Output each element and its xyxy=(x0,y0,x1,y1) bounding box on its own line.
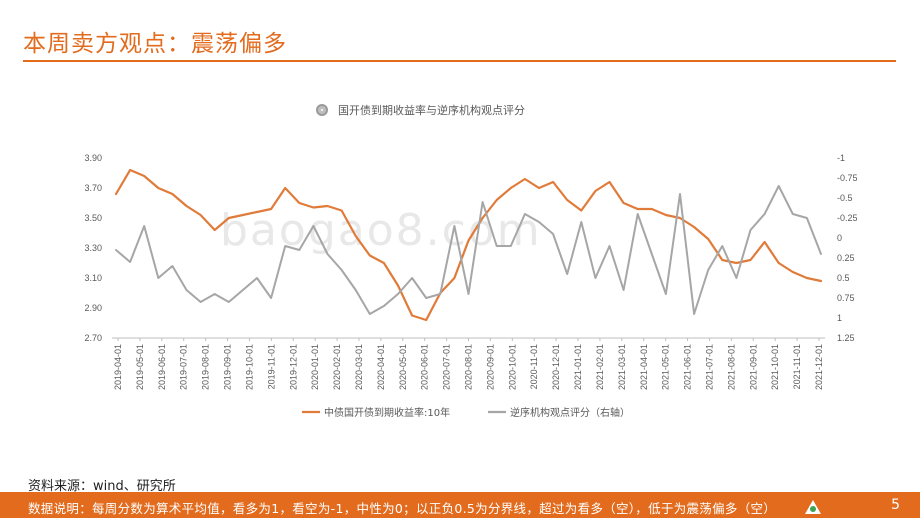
x-tick-label: 2021-08-01 xyxy=(726,344,736,390)
footer-bar xyxy=(0,492,920,518)
y-right-tick-label: 1.25 xyxy=(837,333,855,343)
y-right-tick-label: 0.5 xyxy=(837,273,850,283)
x-tick-label: 2021-05-01 xyxy=(661,344,671,390)
x-tick-label: 2020-08-01 xyxy=(464,344,474,390)
y-left-tick-label: 3.90 xyxy=(84,153,102,163)
x-tick-label: 2021-03-01 xyxy=(617,344,627,390)
x-tick-label: 2020-01-01 xyxy=(310,344,320,390)
chart-title-block: 国开债到期收益率与逆序机构观点评分 xyxy=(316,100,525,120)
x-tick-label: 2021-01-01 xyxy=(573,344,583,390)
x-tick-label: 2021-06-01 xyxy=(683,344,693,390)
source-note: 资料来源：wind、研究所 xyxy=(28,479,176,494)
y-left-tick-label: 3.70 xyxy=(84,183,102,193)
logo-icon xyxy=(805,500,821,514)
y-right-tick-label: 0.75 xyxy=(837,293,855,303)
y-left-tick-label: 2.70 xyxy=(84,333,102,343)
x-tick-label: 2019-07-01 xyxy=(179,344,189,390)
y-right-tick-label: -0.75 xyxy=(837,173,858,183)
x-tick-label: 2021-04-01 xyxy=(639,344,649,390)
y-right-tick-label: -0.5 xyxy=(837,193,853,203)
x-tick-label: 2019-12-01 xyxy=(288,344,298,390)
x-tick-label: 2020-07-01 xyxy=(442,344,452,390)
chart-bullet-icon xyxy=(316,104,328,116)
y-right-tick-label: -0.25 xyxy=(837,213,858,223)
x-tick-label: 2020-06-01 xyxy=(420,344,430,390)
legend-score-label: 逆序机构观点评分（右轴） xyxy=(510,406,630,419)
x-tick-label: 2021-07-01 xyxy=(704,344,714,390)
x-tick-label: 2019-04-01 xyxy=(113,344,123,390)
footer-note: 数据说明：每周分数为算术平均值，看多为1，看空为-1，中性为0；以正负0.5为分… xyxy=(28,501,777,516)
x-tick-label: 2021-10-01 xyxy=(770,344,780,390)
x-tick-label: 2020-04-01 xyxy=(376,344,386,390)
legend-yield-label: 中债国开债到期收益率:10年 xyxy=(324,406,450,419)
yield-score-chart: 3.90 3.70 3.50 3.30 3.10 2.90 2.70 -1 -0.75 -0.5 -… xyxy=(84,153,858,419)
y-left-tick-label: 3.50 xyxy=(84,213,102,223)
y-left-tick-label: 3.30 xyxy=(84,243,102,253)
title-divider xyxy=(23,60,896,62)
x-tick-label: 2021-11-01 xyxy=(792,344,802,389)
page-title: 本周卖方观点：震荡偏多 xyxy=(23,31,287,57)
page-number: 5 xyxy=(891,497,900,513)
x-tick-label: 2020-11-01 xyxy=(529,344,539,389)
x-tick-label: 2019-10-01 xyxy=(244,344,254,390)
x-tick-label: 2020-10-01 xyxy=(507,344,517,390)
y-right-tick-label: 0.25 xyxy=(837,253,855,263)
x-tick-label: 2020-09-01 xyxy=(485,344,495,390)
x-tick-label: 2020-12-01 xyxy=(551,344,561,390)
y-right-tick-label: 1 xyxy=(837,313,842,323)
chart-title: 国开债到期收益率与逆序机构观点评分 xyxy=(338,104,525,117)
x-tick-label: 2019-06-01 xyxy=(157,344,167,390)
x-tick-label: 2021-09-01 xyxy=(748,344,758,390)
x-tick-label: 2019-11-01 xyxy=(266,344,276,389)
x-tick-label: 2019-05-01 xyxy=(135,344,145,390)
x-tick-label: 2019-09-01 xyxy=(223,344,233,390)
y-right-tick-label: -1 xyxy=(837,153,845,163)
x-tick-label: 2019-08-01 xyxy=(201,344,211,390)
x-tick-label: 2020-03-01 xyxy=(354,344,364,390)
yield-series-line xyxy=(114,168,823,322)
y-left-tick-label: 2.90 xyxy=(84,303,102,313)
x-tick-label: 2020-05-01 xyxy=(398,344,408,390)
y-right-tick-label: 0 xyxy=(837,233,842,243)
x-tick-label: 2021-12-01 xyxy=(814,344,824,390)
x-tick-label: 2020-02-01 xyxy=(332,344,342,390)
x-tick-label: 2021-02-01 xyxy=(595,344,605,390)
y-left-tick-label: 3.10 xyxy=(84,273,102,283)
score-series-line xyxy=(115,185,822,315)
